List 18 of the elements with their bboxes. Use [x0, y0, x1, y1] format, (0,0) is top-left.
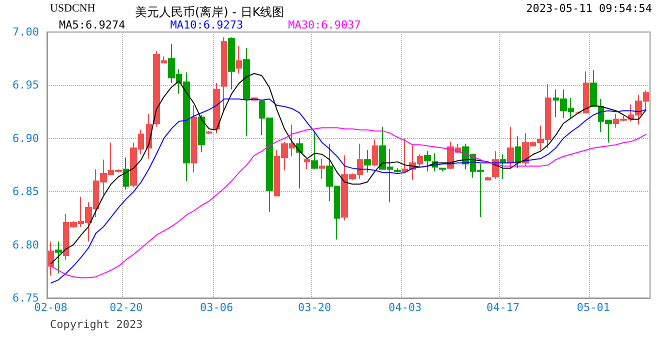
- chart-title: 美元人民币(离岸) - 日K线图: [135, 5, 284, 19]
- y-tick-label: 6.95: [12, 78, 39, 92]
- y-tick-label: 6.80: [12, 238, 39, 252]
- y-tick-label: 6.90: [12, 132, 39, 145]
- text: MA10:6.9273: [170, 18, 244, 32]
- x-tick-label: 04-17: [486, 301, 520, 314]
- text: Copyright 2023: [50, 318, 143, 331]
- text: MA5:6.9274: [59, 18, 126, 32]
- x-tick-label: 04-03: [388, 301, 422, 314]
- chart-subtitle: USDCNH: [50, 2, 96, 14]
- x-tick-label: 02-20: [110, 301, 143, 314]
- text: 2023-05-11 09:54:54: [526, 2, 652, 15]
- y-tick-label: 7.00: [12, 26, 39, 38]
- text: MA30:6.9037: [288, 18, 361, 32]
- x-tick-label: 03-06: [200, 301, 234, 314]
- y-tick-label: 6.85: [12, 185, 39, 198]
- x-tick-label: 05-01: [576, 301, 610, 314]
- x-tick-label: 03-20: [298, 301, 332, 314]
